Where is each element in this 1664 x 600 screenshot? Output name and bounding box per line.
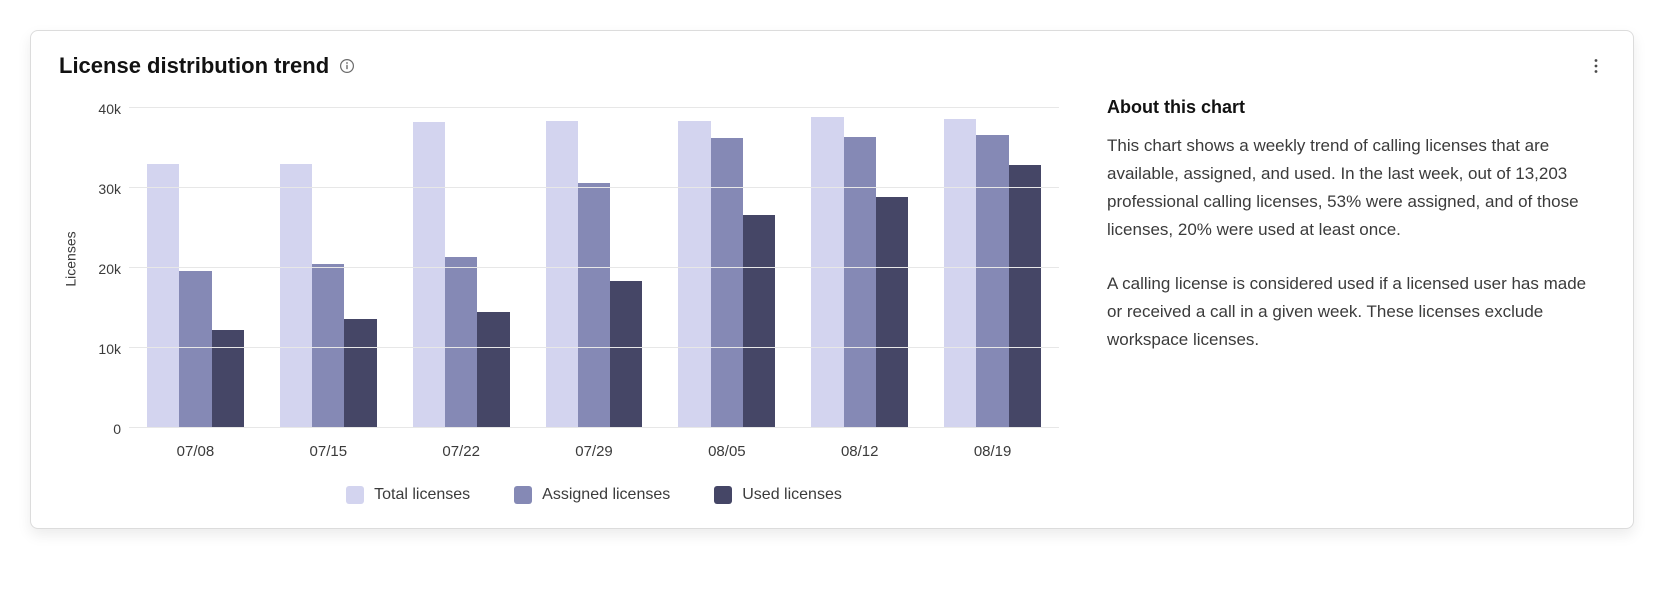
bar [610,281,642,428]
legend-swatch [346,486,364,504]
kebab-menu-icon[interactable] [1587,57,1605,75]
title-wrap: License distribution trend [59,53,355,79]
y-axis-label: Licenses [59,89,83,429]
bar [1009,165,1041,428]
bar [711,138,743,428]
card-body: Licenses 0 10k 20k 30k 40k 07/0807/1507/2207… [59,89,1605,504]
card-title: License distribution trend [59,53,329,79]
bar-group [793,89,926,428]
legend-item[interactable]: Used licenses [714,486,842,504]
gridline [129,347,1059,348]
legend-item[interactable]: Assigned licenses [514,486,670,504]
y-tick-label: 0 [113,421,121,437]
x-tick-label: 08/05 [660,443,793,460]
gridline [129,427,1059,428]
x-tick-label: 08/12 [793,443,926,460]
bar-group [395,89,528,428]
y-tick-label: 30k [98,181,121,197]
card-header: License distribution trend [59,53,1605,79]
info-icon[interactable] [339,58,355,74]
y-tick-label: 40k [98,101,121,117]
bar-group [926,89,1059,428]
x-tick-label: 07/15 [262,443,395,460]
bar [280,164,312,428]
x-tick-label: 07/22 [395,443,528,460]
bar [546,121,578,428]
y-axis-ticks: 010k20k30k40k [83,89,129,429]
bar [844,137,876,428]
y-tick-label: 10k [98,341,121,357]
x-tick-label: 08/19 [926,443,1059,460]
bar [445,257,477,428]
bar-group [528,89,661,428]
chart-frame: Licenses 010k20k30k40k [59,89,1059,429]
bar-group [129,89,262,428]
gridline [129,107,1059,108]
legend-label: Used licenses [742,486,842,504]
gridline [129,267,1059,268]
x-axis-ticks: 07/0807/1507/2207/2908/0508/1208/19 [129,443,1059,460]
description-paragraph-1: This chart shows a weekly trend of calli… [1107,132,1605,244]
x-tick-label: 07/29 [528,443,661,460]
bar [944,119,976,428]
description-heading: About this chart [1107,97,1605,118]
bar [876,197,908,428]
chart-legend: Total licenses Assigned licenses Used lice… [129,486,1059,504]
chart-column: Licenses 0 10k 20k 30k 40k 07/0807/1507/2207… [59,89,1059,504]
description-paragraph-2: A calling license is considered used if … [1107,270,1605,354]
bar-group [660,89,793,428]
legend-label: Total licenses [374,486,470,504]
bar [477,312,509,428]
y-tick-label: 20k [98,261,121,277]
y-axis-label-text: Licenses [63,231,79,286]
bar-group [262,89,395,428]
bar [811,117,843,428]
legend-swatch [714,486,732,504]
bar [147,164,179,428]
bar [312,264,344,428]
legend-label: Assigned licenses [542,486,670,504]
description-column: About this chart This chart shows a week… [1107,89,1605,504]
bar [678,121,710,428]
chart-plot-area [129,89,1059,429]
bar [344,319,376,428]
bar [179,271,211,428]
bar [976,135,1008,428]
bar [743,215,775,428]
bar [578,183,610,428]
bar-groups [129,89,1059,428]
bar [413,122,445,428]
license-trend-card: License distribution trend Licenses [30,30,1634,529]
x-tick-label: 07/08 [129,443,262,460]
legend-swatch [514,486,532,504]
gridline [129,187,1059,188]
legend-item[interactable]: Total licenses [346,486,470,504]
bar [212,330,244,428]
